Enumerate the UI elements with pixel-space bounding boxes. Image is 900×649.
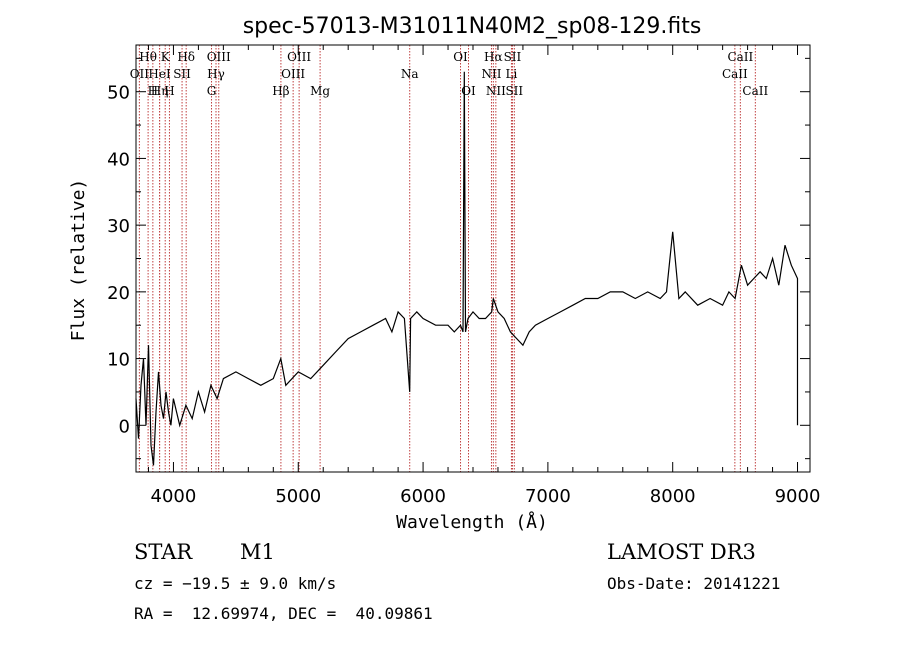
emission-line-label: OIII [207,50,231,64]
y-tick-label: 20 [107,283,130,304]
emission-line-label: H [164,84,174,98]
y-tick-label: 30 [107,216,130,237]
emission-line-label: Li [506,67,518,81]
emission-line-label: OIII [287,50,311,64]
y-tick-label: 50 [107,83,130,104]
emission-line-label: OII [130,67,150,81]
emission-line-label: Hα [484,50,503,64]
chart-title: spec-57013-M31011N40M2_sp08-129.fits [243,14,702,39]
x-tick-label: 7000 [525,486,571,507]
y-tick-label: 10 [107,350,130,371]
emission-line-label: CaII [742,84,768,98]
x-axis: 4000 5000 6000 7000 8000 9000 [147,45,821,507]
emission-line-label: Hβ [272,84,289,98]
x-tick-label: 5000 [275,486,321,507]
x-tick-label: 4000 [151,486,197,507]
emission-line-label: K [161,50,171,64]
observation-date: Obs-Date: 20141221 [607,574,781,593]
emission-line-label: HeI [148,67,171,81]
plot-frame [135,44,811,473]
emission-line-label: CaII [722,67,748,81]
emission-line-label: SII [173,67,191,81]
emission-line-label: Na [401,67,419,81]
emission-line-label: Mg [310,84,330,98]
object-subclass: M1 [240,540,275,564]
emission-line-label: OIII [281,67,305,81]
emission-line-label: SII [505,84,523,98]
redshift-velocity: cz = −19.5 ± 9.0 km/s [134,574,337,593]
emission-line-label: OI [453,50,468,64]
object-class: STAR [134,540,193,564]
emission-line-label: CaII [727,50,753,64]
emission-line-label: Hγ [207,67,225,81]
emission-line-label: H [148,84,158,98]
emission-line-label: Hδ [177,50,195,64]
emission-line-label: G [207,84,217,98]
emission-line-markers [138,45,756,472]
x-tick-label: 6000 [400,486,446,507]
y-tick-label: 0 [119,416,130,437]
emission-line-label: Hη [151,84,169,98]
spectrum-line [135,71,799,466]
emission-line-labels: OII Hθ HHη HeI K H SII Hδ G OIII Hγ Hβ OIII OIII Mg Na O… [130,50,769,98]
y-axis-label: Flux (relative) [68,179,89,342]
x-axis-label: Wavelength (Å) [396,511,548,533]
emission-line-label: NII [481,67,501,81]
emission-line-label: SII [504,50,522,64]
y-tick-label: 40 [107,149,130,170]
emission-line-label: NII [486,84,506,98]
x-tick-label: 9000 [775,486,821,507]
emission-line-label: OI [461,84,476,98]
survey-name: LAMOST DR3 [607,540,756,564]
emission-line-label: Hθ [139,50,157,64]
coordinates: RA = 12.69974, DEC = 40.09861 [134,604,433,623]
y-axis: 0 10 20 30 40 50 [107,57,810,460]
x-tick-label: 8000 [650,486,696,507]
